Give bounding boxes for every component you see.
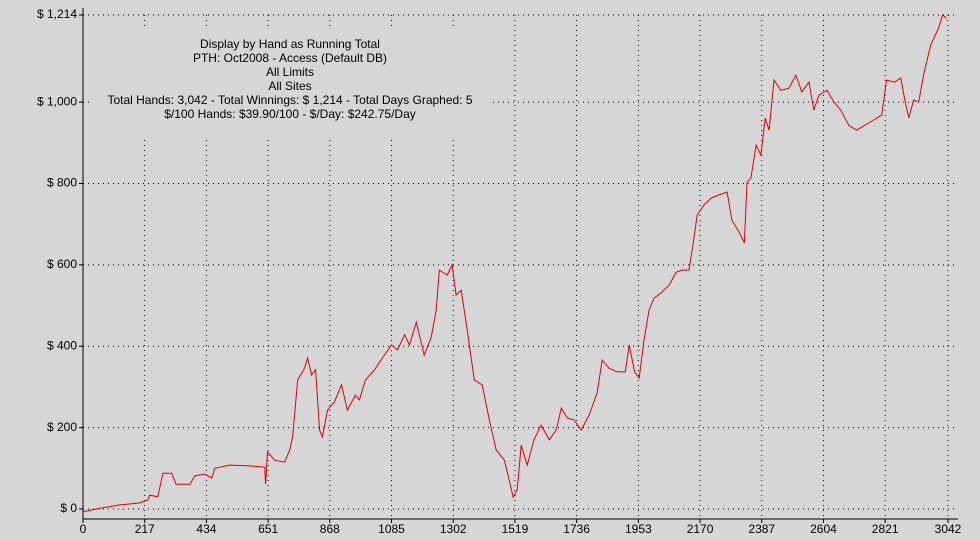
- plot: $ 0 $ 200 $ 400 $ 600 $ 800 $ 1,000 $ 1,214 0 21…: [37, 7, 962, 536]
- y-tick-label: $ 600: [47, 257, 77, 271]
- x-tick-label: 2387: [748, 522, 775, 536]
- x-tick-label: 2604: [810, 522, 837, 536]
- x-tick-label: 1302: [440, 522, 467, 536]
- info-line: $/100 Hands: $39.90/100 - $/Day: $242.75…: [164, 107, 416, 121]
- x-tick-label: 868: [320, 522, 340, 536]
- y-tick-label: $ 400: [47, 338, 77, 352]
- y-tick-label: $ 0: [60, 501, 77, 515]
- x-tick-label: 1736: [563, 522, 590, 536]
- x-tick-label: 2170: [687, 522, 714, 536]
- info-box: [92, 30, 492, 138]
- info-line: PTH: Oct2008 - Access (Default DB): [193, 51, 387, 65]
- x-tick-label: 2821: [872, 522, 899, 536]
- grid: [83, 14, 958, 519]
- info-line: Total Hands: 3,042 - Total Winnings: $ 1…: [107, 93, 472, 107]
- info-line: All Sites: [268, 79, 311, 93]
- y-tick-label: $ 1,000: [37, 94, 77, 108]
- x-tick-label: 434: [196, 522, 216, 536]
- info-line: Display by Hand as Running Total: [200, 37, 380, 51]
- x-tick-label: 1519: [502, 522, 529, 536]
- series-line: [82, 14, 947, 513]
- x-tick-label: 1953: [625, 522, 652, 536]
- info-line: All Limits: [266, 65, 314, 79]
- x-tick-label: 0: [80, 522, 87, 536]
- y-tick-label: $ 1,214: [37, 7, 77, 21]
- y-tick-label: $ 200: [47, 420, 77, 434]
- x-tick-label: 217: [135, 522, 155, 536]
- x-tick-label: 1085: [378, 522, 405, 536]
- y-tick-label: $ 800: [47, 176, 77, 190]
- x-tick-label: 3042: [935, 522, 962, 536]
- x-tick-label: 651: [258, 522, 278, 536]
